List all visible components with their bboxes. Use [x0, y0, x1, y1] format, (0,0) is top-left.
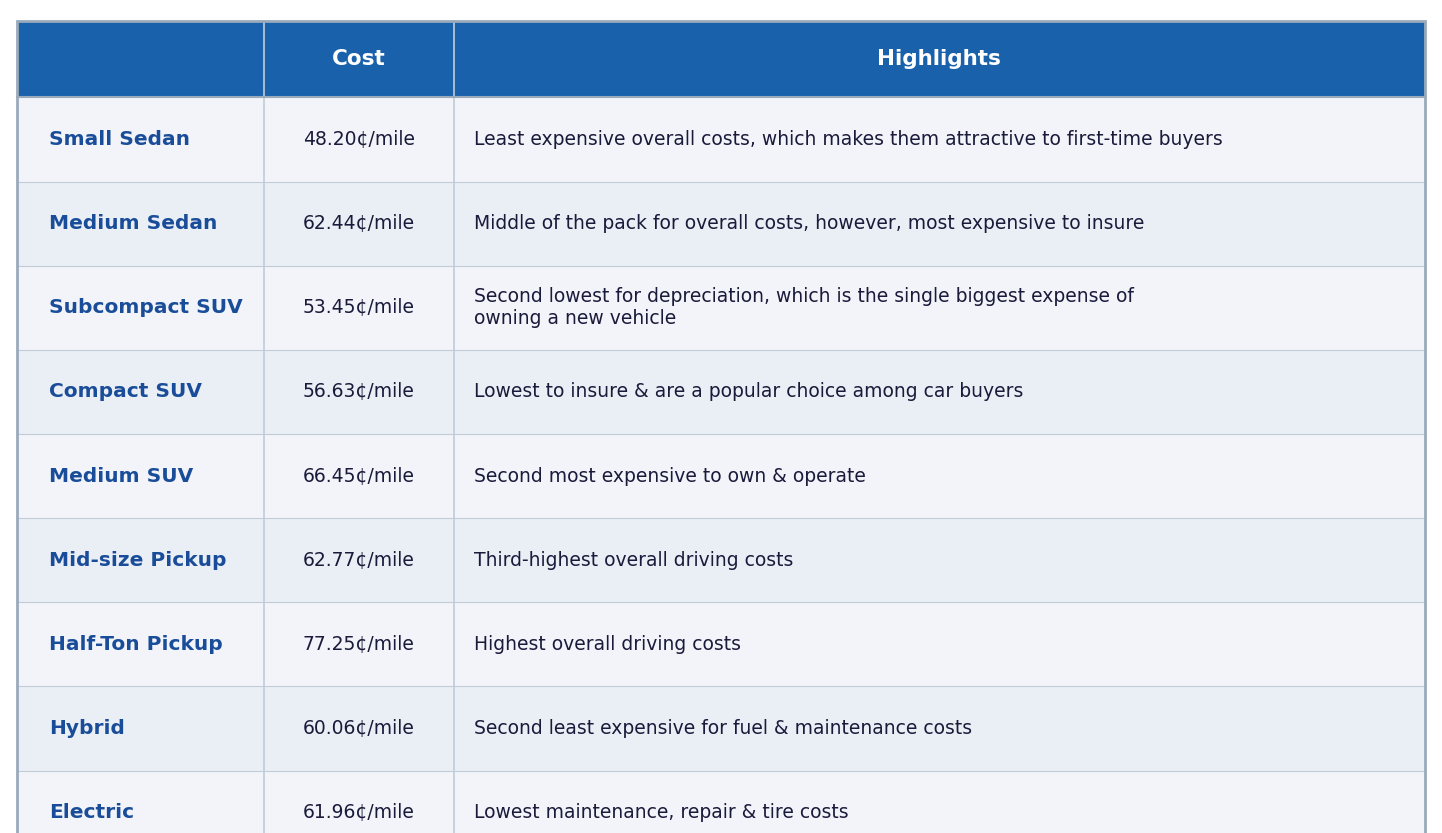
Text: Second most expensive to own & operate: Second most expensive to own & operate — [474, 466, 865, 486]
Text: Mid-size Pickup: Mid-size Pickup — [49, 551, 226, 570]
Bar — [264, 350, 454, 434]
Bar — [264, 602, 454, 686]
Text: 66.45¢/mile: 66.45¢/mile — [303, 466, 415, 486]
Text: Subcompact SUV: Subcompact SUV — [49, 298, 242, 317]
Bar — [264, 434, 454, 518]
Text: Third-highest overall driving costs: Third-highest overall driving costs — [474, 551, 793, 570]
Bar — [454, 350, 1425, 434]
Bar — [454, 518, 1425, 602]
Text: Lowest to insure & are a popular choice among car buyers: Lowest to insure & are a popular choice … — [474, 382, 1024, 402]
Text: 60.06¢/mile: 60.06¢/mile — [303, 719, 414, 738]
Bar — [454, 21, 1425, 97]
Text: Hybrid: Hybrid — [49, 719, 125, 738]
Text: Electric: Electric — [49, 803, 134, 822]
Bar — [454, 771, 1425, 833]
Text: Medium Sedan: Medium Sedan — [49, 214, 218, 233]
Bar — [264, 97, 454, 182]
Bar — [17, 350, 264, 434]
Bar — [454, 97, 1425, 182]
Bar — [454, 602, 1425, 686]
Text: Highlights: Highlights — [877, 49, 1001, 69]
Text: Cost: Cost — [332, 49, 385, 69]
Text: 61.96¢/mile: 61.96¢/mile — [303, 803, 414, 822]
Bar — [17, 21, 264, 97]
Text: 48.20¢/mile: 48.20¢/mile — [303, 130, 415, 149]
Bar — [17, 266, 264, 350]
Bar — [17, 434, 264, 518]
Text: Compact SUV: Compact SUV — [49, 382, 202, 402]
Bar — [454, 266, 1425, 350]
Bar — [264, 266, 454, 350]
Bar — [454, 686, 1425, 771]
Text: Second lowest for depreciation, which is the single biggest expense of
owning a : Second lowest for depreciation, which is… — [474, 287, 1133, 328]
Bar — [454, 182, 1425, 266]
Text: 56.63¢/mile: 56.63¢/mile — [303, 382, 414, 402]
Bar — [17, 518, 264, 602]
Bar — [454, 434, 1425, 518]
Text: Least expensive overall costs, which makes them attractive to first-time buyers: Least expensive overall costs, which mak… — [474, 130, 1223, 149]
Text: Highest overall driving costs: Highest overall driving costs — [474, 635, 741, 654]
Text: Lowest maintenance, repair & tire costs: Lowest maintenance, repair & tire costs — [474, 803, 848, 822]
Bar — [264, 686, 454, 771]
Bar — [264, 182, 454, 266]
Text: Small Sedan: Small Sedan — [49, 130, 190, 149]
Text: Middle of the pack for overall costs, however, most expensive to insure: Middle of the pack for overall costs, ho… — [474, 214, 1144, 233]
Bar — [17, 771, 264, 833]
Text: Second least expensive for fuel & maintenance costs: Second least expensive for fuel & mainte… — [474, 719, 972, 738]
Bar — [17, 182, 264, 266]
Bar — [17, 602, 264, 686]
Text: 53.45¢/mile: 53.45¢/mile — [303, 298, 415, 317]
Bar — [264, 771, 454, 833]
Text: 62.77¢/mile: 62.77¢/mile — [303, 551, 414, 570]
Bar — [264, 21, 454, 97]
Bar — [17, 686, 264, 771]
Text: 77.25¢/mile: 77.25¢/mile — [303, 635, 414, 654]
Text: 62.44¢/mile: 62.44¢/mile — [303, 214, 415, 233]
Bar — [17, 97, 264, 182]
Bar — [264, 518, 454, 602]
Text: Medium SUV: Medium SUV — [49, 466, 193, 486]
Text: Half-Ton Pickup: Half-Ton Pickup — [49, 635, 222, 654]
